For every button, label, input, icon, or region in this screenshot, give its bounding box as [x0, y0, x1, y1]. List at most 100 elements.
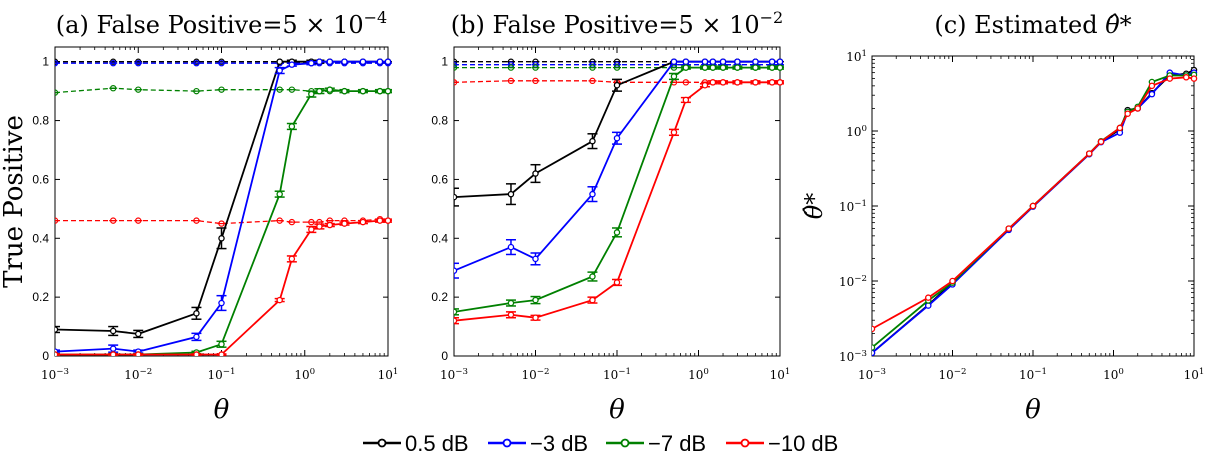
data-point: [109, 327, 117, 335]
data-point: [532, 170, 539, 177]
data-point: [682, 58, 690, 65]
data-point: [109, 345, 117, 352]
y-tick-label: 10−1: [839, 199, 867, 214]
data-layer: [55, 58, 392, 356]
x-tick-label: 100: [688, 367, 709, 382]
data-point: [454, 317, 458, 324]
data-point: [55, 351, 59, 356]
legend-item: −10 dB: [726, 431, 838, 456]
data-point: [316, 223, 323, 230]
data-point: [613, 279, 621, 286]
x-tick-label: 10−2: [939, 367, 967, 382]
data-point: [752, 58, 759, 65]
legend-item: −7 dB: [606, 431, 706, 456]
legend-label: 0.5 dB: [405, 431, 469, 456]
data-point: [1148, 82, 1156, 90]
plot-frame: [453, 46, 781, 357]
x-tick-label: 10−1: [603, 367, 631, 382]
data-point: [276, 296, 283, 304]
data-point: [670, 73, 678, 80]
y-tick-label: 10−3: [839, 349, 867, 364]
data-point: [218, 351, 225, 356]
data-point: [218, 340, 225, 348]
panel-title: (b) False Positive=5 × 10−2: [451, 8, 783, 39]
data-point: [288, 123, 296, 130]
y-axis-label: θ̂*: [800, 193, 828, 219]
x-axis-label: θ: [214, 395, 230, 425]
data-point: [376, 217, 384, 224]
y-tick-label: 10−2: [839, 274, 867, 289]
data-point: [376, 87, 384, 95]
y-tick-label: 0: [441, 349, 448, 363]
x-axis-label: θ: [609, 395, 625, 425]
y-tick-label: 1: [42, 55, 49, 69]
series-line: [454, 66, 780, 313]
legend-item: −3 dB: [488, 431, 588, 456]
data-point: [701, 82, 709, 89]
data-point: [709, 64, 717, 71]
data-point: [376, 58, 384, 65]
series-line: [872, 69, 1195, 354]
data-point: [359, 58, 367, 65]
data-point: [341, 58, 348, 65]
y-tick-label: 0.6: [32, 172, 49, 186]
data-point: [613, 82, 621, 89]
data-point: [507, 299, 515, 307]
y-tick-label: 100: [846, 124, 867, 139]
data-point: [288, 255, 296, 263]
data-point: [719, 79, 727, 86]
series-line: [55, 60, 388, 335]
y-tick-label: 0.6: [431, 172, 448, 186]
data-point: [384, 87, 392, 95]
data-point: [872, 344, 876, 351]
data-layer: [454, 58, 784, 325]
data-point: [872, 325, 876, 333]
legend-swatch-marker: [740, 438, 750, 448]
series-line: [454, 60, 780, 272]
x-tick-label: 101: [378, 367, 399, 382]
data-point: [532, 255, 539, 263]
legend-label: −3 dB: [530, 431, 588, 456]
legend-item: 0.5 dB: [363, 431, 469, 456]
panel-a: (a) False Positive=5 × 10−4 10−3 10−2 10−1 1…: [0, 8, 398, 425]
data-point: [1182, 74, 1190, 81]
x-tick-label: 10−3: [858, 367, 886, 382]
data-point: [752, 79, 759, 86]
x-tick-label: 10−1: [208, 367, 236, 382]
legend-swatch-marker: [502, 438, 512, 448]
data-point: [734, 79, 741, 86]
data-point: [701, 58, 709, 65]
data-point: [341, 220, 348, 227]
data-point: [1097, 138, 1105, 145]
data-point: [1148, 90, 1156, 98]
series-line: [55, 88, 388, 356]
x-tick-label: 10−3: [440, 367, 468, 382]
data-point: [359, 87, 367, 95]
data-point: [682, 96, 690, 104]
data-point: [613, 134, 621, 142]
data-point: [454, 308, 458, 316]
data-point: [218, 235, 225, 242]
data-point: [670, 58, 678, 65]
data-point: [613, 229, 621, 236]
x-tick-label: 10−2: [124, 367, 152, 382]
data-point: [1190, 75, 1198, 82]
data-point: [1029, 202, 1037, 210]
data-point: [925, 294, 932, 301]
data-point: [682, 64, 690, 71]
y-tick-label: 0.2: [32, 290, 49, 304]
x-tick-label: 100: [1103, 367, 1124, 382]
data-point: [701, 64, 709, 71]
data-point: [719, 64, 727, 71]
data-point: [359, 218, 367, 226]
data-point: [734, 64, 741, 71]
data-point: [768, 58, 776, 65]
series-line: [872, 74, 1195, 349]
data-point: [276, 190, 283, 198]
data-point: [589, 190, 596, 198]
data-point: [872, 349, 876, 356]
data-point: [589, 296, 596, 304]
y-tick-label: 0.8: [32, 114, 49, 128]
data-point: [776, 58, 784, 65]
